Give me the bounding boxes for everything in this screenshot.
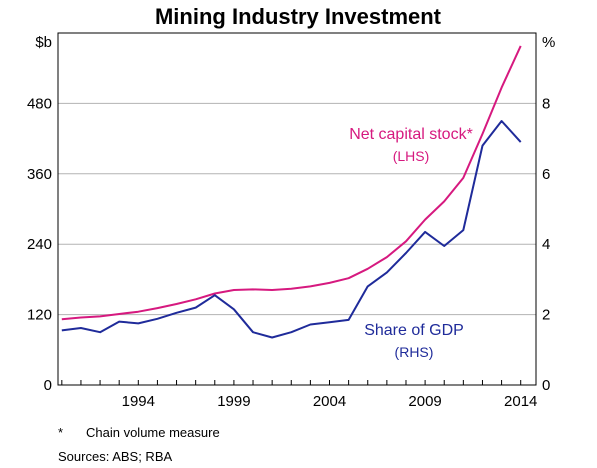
series-label-net-capital-stock: Net capital stock* (349, 126, 473, 143)
right-tick-label: 8 (542, 95, 550, 112)
x-tick-label: 1999 (217, 393, 250, 410)
right-tick-label: 0 (542, 377, 550, 394)
left-tick-label: 360 (27, 166, 52, 183)
left-axis-unit: $b (35, 34, 52, 51)
left-tick-label: 480 (27, 95, 52, 112)
series-label-share-of-gdp: Share of GDP (364, 322, 464, 339)
right-tick-label: 2 (542, 307, 550, 324)
series-axis-note-share-of-gdp: (RHS) (395, 344, 434, 360)
left-tick-label: 0 (44, 377, 52, 394)
footnote-text: Chain volume measure (86, 425, 220, 440)
share-of-gdp-line (61, 120, 522, 339)
gridlines (58, 102, 536, 316)
right-tick-label: 4 (542, 236, 550, 253)
footnote-mark: * (58, 425, 64, 440)
right-tick-label: 6 (542, 166, 550, 183)
sources-text: Sources: ABS; RBA (58, 449, 173, 464)
net-capital-stock-line (61, 45, 522, 321)
axis-ticks: 0 120 240 360 480 0 2 4 6 8 1994 1999 2004 2009 2014 (27, 95, 550, 410)
left-tick-label: 240 (27, 236, 52, 253)
x-tick-label: 2009 (408, 393, 441, 410)
chart-title: Mining Industry Investment (155, 4, 442, 29)
plot-area-border (57, 32, 537, 386)
series-axis-note-net-capital-stock: (LHS) (393, 148, 430, 164)
x-tick-label: 2014 (504, 393, 537, 410)
series-lines (61, 45, 522, 339)
x-tick-label: 1994 (122, 393, 155, 410)
right-axis-unit: % (542, 34, 555, 51)
x-tick-label: 2004 (313, 393, 346, 410)
left-tick-label: 120 (27, 307, 52, 324)
